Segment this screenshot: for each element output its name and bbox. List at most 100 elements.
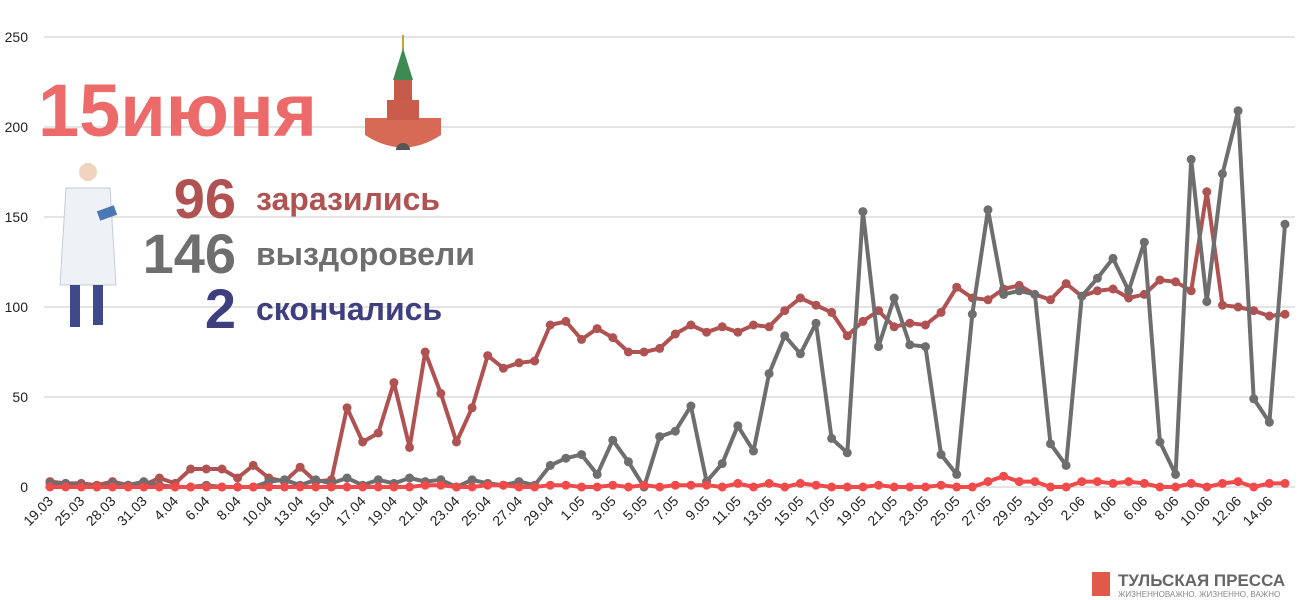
data-point [827,433,837,443]
x-tick-label: 28.03 [83,493,119,529]
data-point [842,331,852,341]
data-point [139,482,149,492]
data-point [1108,284,1118,294]
data-point [530,482,540,492]
data-point [1124,293,1134,303]
data-point [1249,306,1259,316]
data-point [154,482,164,492]
x-tick-label: 17.04 [333,493,369,529]
data-point [1077,477,1087,487]
data-point [279,475,289,485]
data-point [764,369,774,379]
data-point [1124,477,1134,487]
data-point [498,363,508,373]
data-point [405,442,415,452]
x-tick-label: 7.05 [651,493,682,524]
data-point [795,349,805,359]
x-tick-label: 25.03 [51,493,87,529]
x-tick-label: 27.04 [489,493,525,529]
x-tick-label: 11.05 [709,493,745,529]
data-point [936,307,946,317]
x-tick-label: 13.04 [270,493,306,529]
data-point [577,334,587,344]
data-point [405,473,415,483]
data-point [1171,277,1181,287]
x-tick-label: 23.04 [426,493,462,529]
data-point [858,482,868,492]
data-point [858,316,868,326]
data-point [623,457,633,467]
data-point [123,482,133,492]
data-point [1046,482,1056,492]
x-tick-label: 19.03 [20,493,56,529]
data-point [451,437,461,447]
x-tick-label: 27.05 [958,493,994,529]
data-point [1092,477,1102,487]
data-point [842,448,852,458]
kremlin-tower [365,35,441,150]
data-point [545,480,555,490]
data-point [1280,219,1290,229]
data-point [326,482,336,492]
data-point [702,480,712,490]
x-tick-label: 17.05 [802,493,838,529]
y-tick-label: 250 [5,29,29,45]
data-point [670,480,680,490]
data-point [1264,311,1274,321]
data-point [514,358,524,368]
x-tick-label: 31.05 [1021,493,1057,529]
data-point [483,480,493,490]
data-point [936,450,946,460]
data-point [639,347,649,357]
x-tick-label: 6.06 [1120,493,1151,524]
data-point [748,446,758,456]
data-point [733,327,743,337]
data-point [889,322,899,332]
data-point [655,432,665,442]
data-point [999,289,1009,299]
data-point [920,342,930,352]
x-tick-label: 21.04 [395,493,431,529]
data-point [1249,482,1259,492]
grid: 0 50 100 150 200 250 [5,29,1295,495]
data-point [248,482,258,492]
headline-label: заразились [256,181,440,217]
data-point [76,482,86,492]
data-point [874,480,884,490]
data-point [1264,478,1274,488]
data-point [795,478,805,488]
data-point [623,347,633,357]
data-point [577,482,587,492]
data-point [983,295,993,305]
data-point [733,421,743,431]
data-point [967,482,977,492]
data-point [1046,295,1056,305]
data-point [983,205,993,215]
data-point [608,480,618,490]
data-point [670,329,680,339]
data-point [811,300,821,310]
data-point [342,482,352,492]
data-point [373,428,383,438]
data-point [686,320,696,330]
data-point [608,333,618,343]
data-point [889,293,899,303]
data-point [545,460,555,470]
date-title: 15июня [38,69,317,152]
x-tick-label: 15.04 [301,493,337,529]
x-tick-label: 10.04 [239,493,275,529]
data-point [999,471,1009,481]
y-tick-label: 150 [5,209,29,225]
headline: 15июня 96 заразились 146 выздоровели 2 сконча… [38,69,475,340]
y-tick-label: 50 [12,389,28,405]
data-point [764,478,774,488]
data-point [530,356,540,366]
data-point [905,482,915,492]
data-point [1171,482,1181,492]
data-point [1233,302,1243,312]
data-point [1186,478,1196,488]
data-point [311,475,321,485]
x-tick-label: 21.05 [864,493,900,529]
data-point [311,482,321,492]
